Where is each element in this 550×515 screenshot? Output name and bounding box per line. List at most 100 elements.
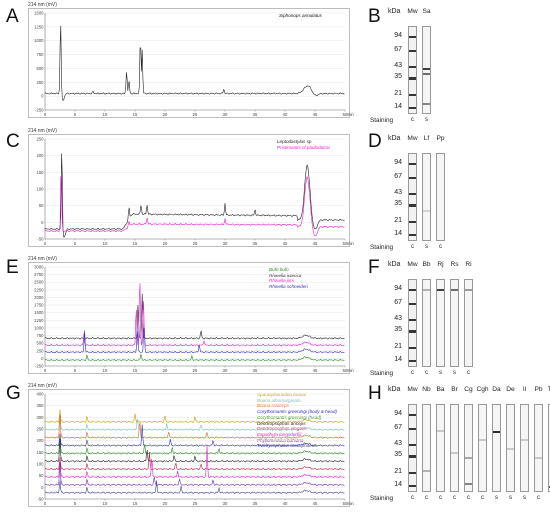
y-tick-label: 0 <box>41 220 44 225</box>
trace-line <box>44 327 345 354</box>
y-tick-label: 150 <box>37 450 45 455</box>
x-tick-label: 25 <box>193 112 198 117</box>
x-tick-label: 15 <box>133 112 138 117</box>
x-tick-label: 0 <box>44 241 47 246</box>
x-tick-label: 5 <box>74 241 77 246</box>
x-tick-label: 30 <box>223 241 228 246</box>
x-tick-label: 0 <box>44 112 47 117</box>
staining-mark: c <box>425 495 428 501</box>
y-tick-label: -50 <box>37 237 44 242</box>
y-tick-label: 1000 <box>34 325 44 330</box>
trace-line <box>44 462 345 487</box>
gel-band <box>423 72 430 75</box>
gel-band <box>409 77 416 80</box>
y-tick-label: 0 <box>41 485 44 490</box>
gel-band <box>409 427 416 431</box>
y-tick-label: 100 <box>37 462 45 467</box>
kda-label: kDa <box>388 135 401 142</box>
y-tick-label: 750 <box>37 52 45 57</box>
legend-entry: Rhinella jimi <box>269 278 294 284</box>
marker-label: 35 <box>394 73 402 81</box>
x-tick-label: 5 <box>74 368 77 373</box>
y-axis-label: 214 nm (mV) <box>28 2 57 8</box>
marker-label: 67 <box>394 423 402 431</box>
panel-letter-e: E <box>6 257 19 278</box>
x-tick-label: 35 <box>253 112 258 117</box>
marker-label: 67 <box>394 172 402 180</box>
x-tick-label: 30 <box>223 112 228 117</box>
gel-lane <box>408 153 417 241</box>
lane-label: Ri <box>465 261 472 268</box>
gel-lane <box>408 26 417 114</box>
legend-entry: Bufo bufo <box>269 267 289 272</box>
x-tick-label: 25 <box>193 501 198 506</box>
gel-lane <box>422 279 431 367</box>
x-tick-label: 50 <box>343 241 348 246</box>
x-tick-label: 50 <box>343 368 348 373</box>
trace-line <box>44 293 345 340</box>
chromatogram-g: 214 nm (mV) Aparasphenodon brunoi Boana … <box>28 383 355 507</box>
x-tick-label: 10 <box>103 241 108 246</box>
legend-entry: Rhinella schneideri <box>269 284 308 290</box>
panel-letter-a: A <box>6 6 19 27</box>
staining-mark: c <box>537 495 540 501</box>
marker-label: 21 <box>394 467 402 475</box>
gel-lane <box>520 404 529 492</box>
gel-band <box>409 443 416 447</box>
panel-letter-d: D <box>368 131 382 152</box>
gel-band <box>493 431 500 434</box>
y-axis-label: 214 nm (mV) <box>28 128 57 134</box>
gel-b: kDa 94 67 43 35 21 14 Mw c Sa s Staining <box>370 8 448 128</box>
staining-mark: s <box>509 495 512 501</box>
gel-band <box>507 448 514 450</box>
x-tick-label: 5 <box>74 501 77 506</box>
gel-band <box>409 359 416 363</box>
gel-band <box>451 288 458 291</box>
x-tick-label: 40 <box>283 112 288 117</box>
gel-band <box>451 452 458 455</box>
y-tick-label: 50 <box>39 203 44 208</box>
gel-band <box>423 470 430 472</box>
lane-label: Ba <box>436 386 445 393</box>
staining-mark: s <box>425 117 428 123</box>
gel-band <box>409 106 416 110</box>
lane-label: Nb <box>422 386 431 393</box>
y-tick-label: 2250 <box>34 287 44 292</box>
y-tick-label: -250 <box>35 108 44 113</box>
staining-mark: c <box>439 244 442 250</box>
x-tick-label: 35 <box>253 241 258 246</box>
x-tick-label: 10 <box>103 501 108 506</box>
legend-entry: Rhinella icterica <box>269 272 302 278</box>
kda-label: kDa <box>388 8 401 15</box>
marker-label: 14 <box>394 355 402 363</box>
x-tick-label: 5 <box>74 112 77 117</box>
staining-mark: s <box>523 495 526 501</box>
marker-label: 14 <box>394 229 402 237</box>
lane-label: Da <box>492 386 501 393</box>
lane-label: Mw <box>407 135 418 142</box>
gel-band <box>465 483 472 486</box>
x-tick-label: 45 <box>313 501 318 506</box>
staining-mark: c <box>411 370 414 376</box>
y-tick-label: 1750 <box>34 303 44 308</box>
marker-label: 35 <box>394 451 402 459</box>
y-tick-label: 3000 <box>34 265 44 270</box>
lane-label: Rj <box>437 261 444 268</box>
y-tick-label: 0 <box>41 356 44 361</box>
staining-label: Staining <box>370 495 394 502</box>
y-tick-label: 500 <box>37 341 45 346</box>
trace-line <box>44 153 345 238</box>
gel-band <box>409 484 416 488</box>
marker-label: 94 <box>394 409 402 417</box>
x-unit-label: min <box>347 501 354 506</box>
gel-f: kDa 94 67 43 35 21 14 Mw c Bb c Rj s Rs s Ri c Staining <box>370 261 498 381</box>
gel-band <box>409 413 416 417</box>
y-tick-label: 1250 <box>34 24 44 29</box>
gel-band <box>437 288 444 291</box>
gel-lane <box>422 404 431 492</box>
gel-lane <box>464 279 473 367</box>
marker-label: 94 <box>394 158 402 166</box>
y-tick-label: 1250 <box>34 318 44 323</box>
x-unit-label: min <box>347 368 354 373</box>
